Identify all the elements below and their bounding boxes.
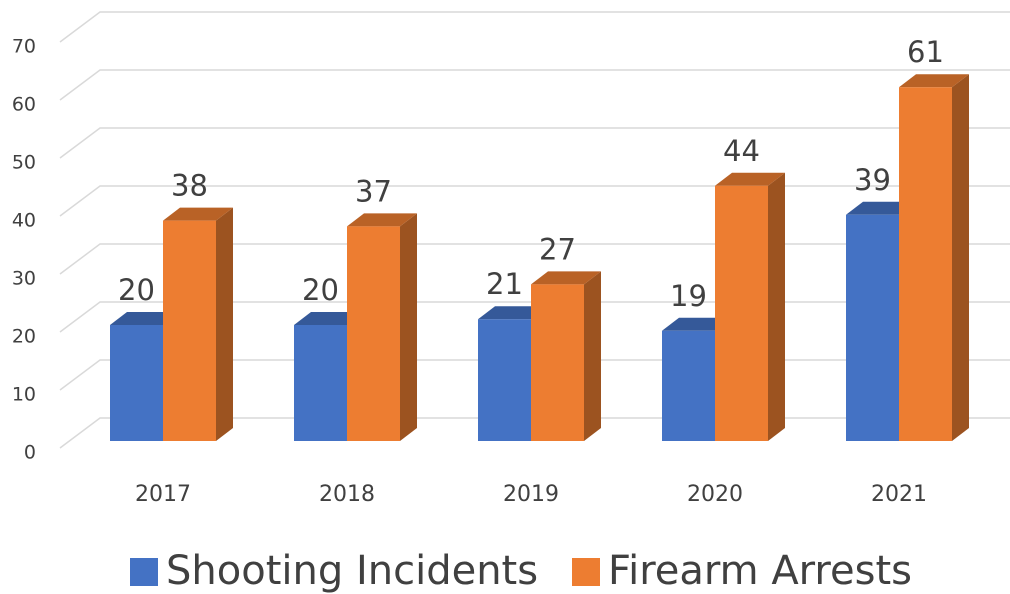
bar-front: [347, 226, 400, 441]
data-label: 19: [670, 279, 707, 313]
bar-front: [899, 87, 952, 441]
legend-label: Shooting Incidents: [166, 548, 538, 594]
x-tick-label: 2018: [319, 482, 375, 507]
bar-top: [715, 172, 785, 186]
y-tick-label: 40: [12, 210, 36, 232]
bar-top: [163, 207, 233, 221]
y-tick-label: 60: [12, 94, 36, 116]
legend-swatch: [572, 558, 600, 586]
data-label: 39: [854, 163, 891, 197]
data-label: 38: [171, 169, 208, 203]
y-tick-label: 50: [12, 152, 36, 174]
bar-top: [846, 201, 916, 215]
bar-top: [899, 74, 969, 88]
bar-front: [531, 284, 584, 441]
legend-label: Firearm Arrests: [608, 548, 912, 594]
grid-line: [59, 69, 1010, 101]
grid-line: [59, 243, 1010, 275]
bar: [531, 271, 601, 441]
bar: [347, 213, 417, 441]
data-label: 21: [486, 267, 523, 301]
bar-top: [347, 213, 417, 227]
y-tick-label: 70: [12, 36, 36, 58]
bar-side: [216, 207, 233, 441]
data-label: 44: [723, 134, 760, 168]
bar-top: [478, 306, 548, 320]
x-tick-label: 2019: [503, 482, 559, 507]
bar-front: [662, 330, 715, 441]
bar-side: [400, 213, 417, 441]
y-tick-label: 0: [24, 442, 36, 464]
bar-front: [846, 214, 899, 441]
bar: [899, 74, 969, 441]
data-label: 20: [302, 273, 339, 307]
bar-front: [110, 325, 163, 441]
legend-swatch: [130, 558, 158, 586]
y-tick-label: 30: [12, 268, 36, 290]
grid-line: [59, 301, 1010, 333]
bar-top: [531, 271, 601, 285]
grid-line: [59, 185, 1010, 217]
data-label: 20: [118, 273, 155, 307]
bar-side: [768, 172, 785, 442]
bar-side: [584, 271, 601, 441]
bar-top: [662, 317, 732, 331]
bar: [163, 207, 233, 441]
x-tick-label: 2021: [871, 482, 927, 507]
bar-top: [110, 312, 180, 325]
grid-line: [59, 127, 1010, 159]
bar-front: [478, 319, 531, 441]
grid-line: [59, 11, 1010, 43]
bar: [715, 172, 785, 442]
data-label: 61: [907, 35, 944, 69]
bar-front: [715, 185, 768, 441]
bar-top: [294, 312, 364, 325]
data-label: 27: [539, 232, 576, 266]
x-tick-label: 2020: [687, 482, 743, 507]
y-tick-label: 10: [12, 384, 36, 406]
bar-front: [163, 220, 216, 441]
data-label: 37: [355, 174, 392, 208]
bar-side: [952, 74, 969, 441]
y-tick-label: 20: [12, 326, 36, 348]
x-tick-label: 2017: [135, 482, 191, 507]
bar-front: [294, 325, 347, 441]
